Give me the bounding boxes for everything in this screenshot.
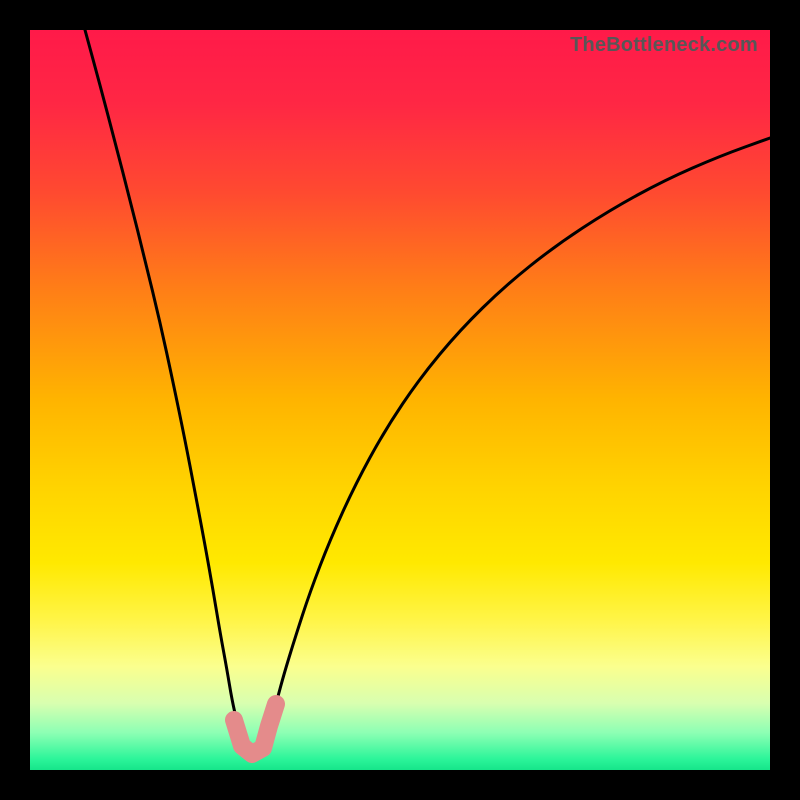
valley-marker — [234, 704, 276, 754]
chart-frame: TheBottleneck.com — [0, 0, 800, 800]
curves-layer — [30, 30, 770, 770]
right-curve — [277, 138, 770, 700]
left-curve — [85, 30, 237, 722]
plot-area: TheBottleneck.com — [30, 30, 770, 770]
